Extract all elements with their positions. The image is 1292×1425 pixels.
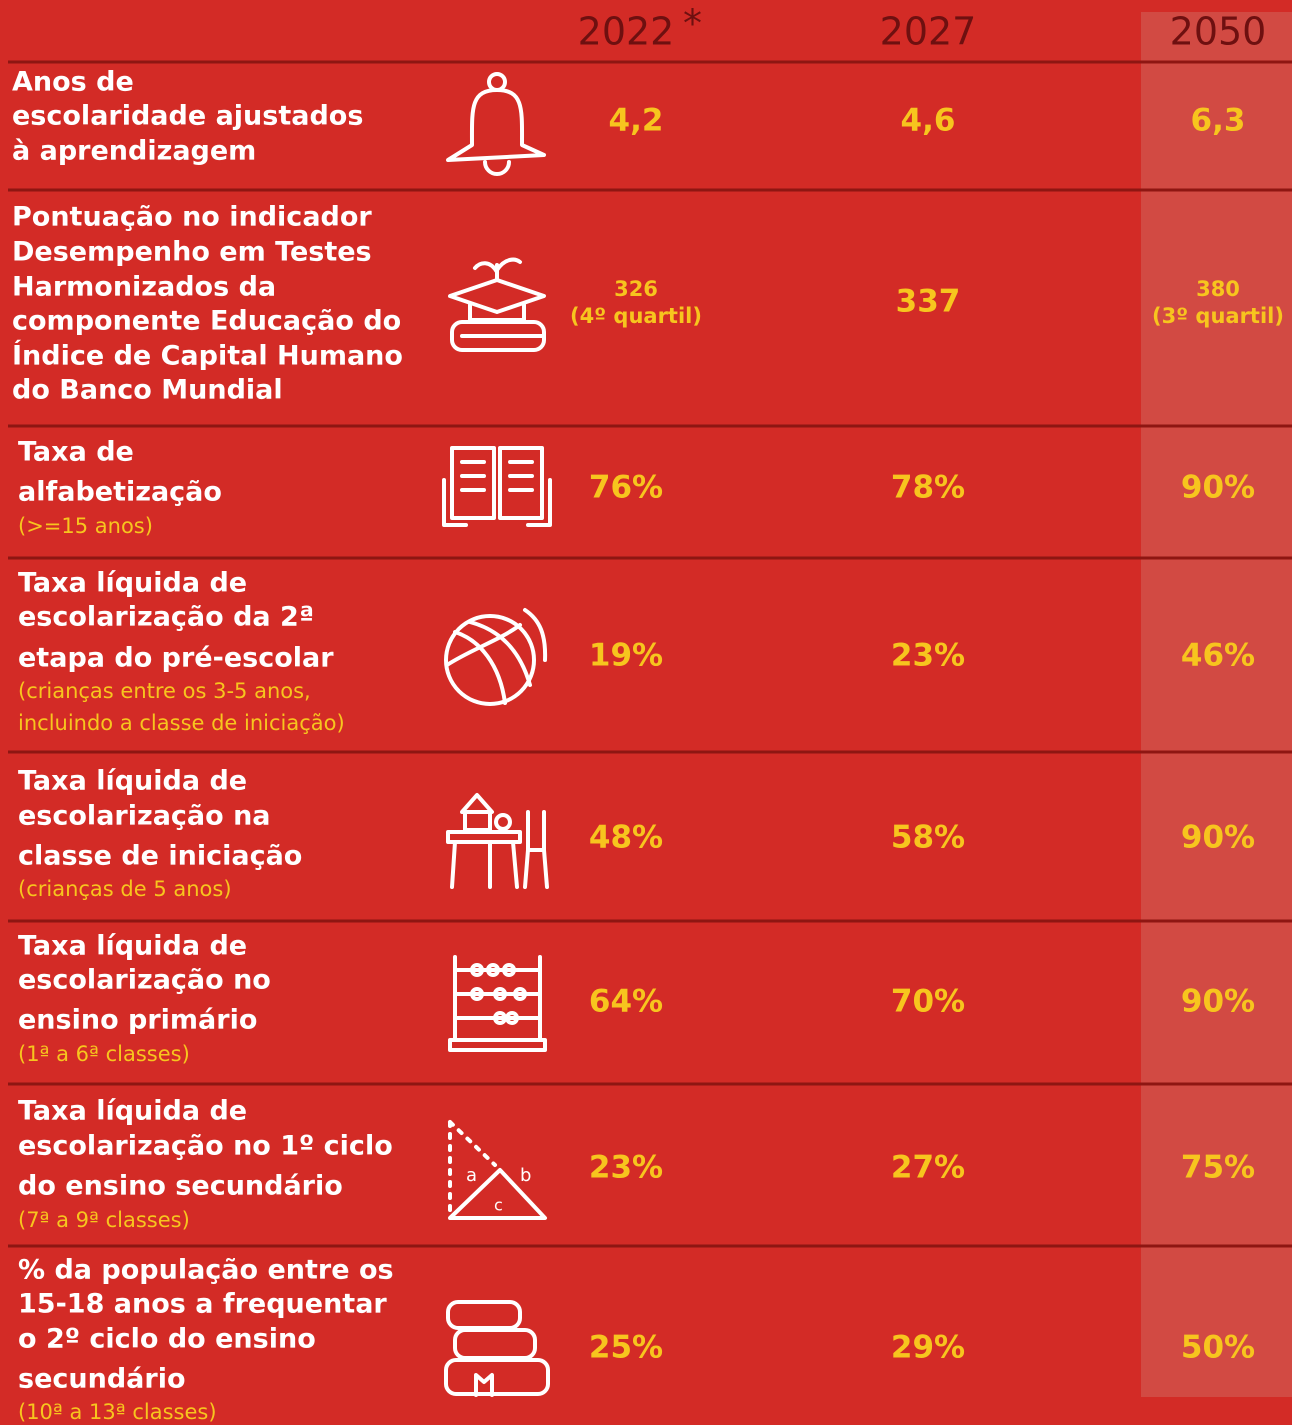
icons: a bc — [442, 72, 552, 1397]
value: 4,6 — [901, 103, 956, 139]
row-label: classe de iniciação — [18, 841, 302, 872]
row-label: alfabetização — [18, 477, 222, 508]
note-mark: * — [683, 2, 702, 46]
value: 75% — [1181, 1150, 1255, 1186]
highlight-column — [1141, 12, 1292, 1397]
row-label: escolarização no — [18, 965, 271, 996]
value: 337 — [896, 284, 961, 320]
row-label: 15-18 anos a frequentar — [18, 1289, 387, 1320]
value: 76% — [589, 470, 663, 506]
svg-text:c: c — [494, 1196, 503, 1215]
row-label: escolarização na — [18, 801, 271, 832]
value: 29% — [891, 1330, 965, 1366]
row-label: Taxa de — [18, 437, 134, 468]
row-label: Índice de Capital Humano — [12, 340, 403, 372]
value: 6,3 — [1191, 103, 1246, 139]
row-label: ensino primário — [18, 1005, 257, 1036]
row-label: Taxa líquida de — [18, 568, 247, 599]
value: 58% — [891, 820, 965, 856]
value: 326 — [614, 277, 658, 301]
value: 90% — [1181, 470, 1255, 506]
row-sublabel: (1ª a 6ª classes) — [18, 1042, 190, 1066]
value: 380 — [1196, 277, 1240, 301]
row-sublabel: (crianças de 5 anos) — [18, 877, 232, 901]
row-label: componente Educação do — [12, 306, 401, 337]
row-sublabel: (7ª a 9ª classes) — [18, 1208, 190, 1232]
svg-text:b: b — [520, 1165, 531, 1186]
row-label: à aprendizagem — [12, 136, 256, 167]
value: 46% — [1181, 638, 1255, 674]
value: 19% — [589, 638, 663, 674]
value: 90% — [1181, 820, 1255, 856]
row-label: etapa do pré-escolar — [18, 643, 334, 674]
row-sublabel: (crianças entre os 3-5 anos, — [18, 679, 311, 703]
row-label: Harmonizados da — [12, 272, 276, 303]
bell-icon — [446, 72, 546, 176]
row-label: Taxa líquida de — [18, 931, 247, 962]
row-label: do ensino secundário — [18, 1171, 343, 1202]
value: 50% — [1181, 1330, 1255, 1366]
books-icon — [444, 1300, 550, 1397]
year-header: 2050 — [1170, 10, 1267, 54]
row-label: Taxa líquida de — [18, 766, 247, 797]
row-label: Pontuação no indicador — [12, 202, 372, 233]
row-sublabel: (>=15 anos) — [18, 514, 153, 538]
triangle-icon: a bc — [448, 1120, 547, 1220]
value: 23% — [891, 638, 965, 674]
year-header: 2022 — [578, 10, 675, 54]
value: 23% — [589, 1150, 663, 1186]
value: 78% — [891, 470, 965, 506]
value: 64% — [589, 984, 663, 1020]
svg-text:a: a — [466, 1165, 477, 1186]
row-label: escolarização no 1º ciclo — [18, 1131, 393, 1162]
row-label: escolarização da 2ª — [18, 602, 314, 633]
row-label: do Banco Mundial — [12, 375, 283, 406]
year-header: 2027 — [880, 10, 977, 54]
desk-icon — [446, 793, 549, 889]
cap-book-icon — [448, 257, 546, 352]
row-sublabel: incluindo a classe de iniciação) — [18, 711, 345, 735]
value: 4,2 — [609, 103, 664, 139]
ball-icon — [444, 608, 548, 706]
value: 70% — [891, 984, 965, 1020]
abacus-icon — [448, 955, 547, 1052]
value: (4º quartil) — [570, 304, 702, 328]
row-label: Desempenho em Testes — [12, 237, 372, 268]
row-label: Taxa líquida de — [18, 1096, 247, 1127]
value: 27% — [891, 1150, 965, 1186]
row-label: % da população entre os — [18, 1255, 394, 1286]
value: 48% — [589, 820, 663, 856]
row-label: secundário — [18, 1364, 186, 1395]
value: (3º quartil) — [1152, 304, 1284, 328]
value: 90% — [1181, 984, 1255, 1020]
open-book-icon — [442, 446, 552, 527]
row-label: Anos de — [12, 67, 134, 98]
row-label: o 2º ciclo do ensino — [18, 1324, 316, 1355]
value: 25% — [589, 1330, 663, 1366]
row-sublabel: (10ª a 13ª classes) — [18, 1400, 217, 1424]
row-label: escolaridade ajustados — [12, 101, 363, 132]
